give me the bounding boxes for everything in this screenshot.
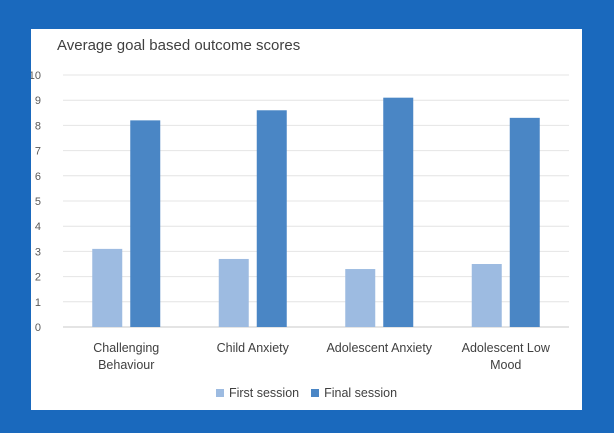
- x-category-label: Adolescent Low: [462, 341, 551, 355]
- chart-panel: Average goal based outcome scores 0 1 2 3 4 5…: [31, 29, 582, 410]
- x-category-label: Mood: [490, 358, 521, 372]
- y-tick-label: 10: [31, 70, 41, 82]
- y-tick-label: 9: [35, 95, 41, 107]
- bar-final-session: [256, 110, 287, 327]
- y-tick-label: 6: [35, 171, 41, 183]
- y-tick-label: 4: [35, 221, 41, 233]
- x-category-label: Behaviour: [98, 358, 154, 372]
- bar-first-session: [92, 248, 123, 327]
- bar-first-session: [345, 269, 376, 327]
- legend-label-first-session: First session: [228, 386, 300, 400]
- legend-swatch-final-session: [311, 389, 320, 397]
- chart-title: Average goal based outcome scores: [57, 37, 301, 54]
- y-tick-label: 2: [35, 272, 41, 284]
- legend-item-first-session: First session: [215, 386, 300, 400]
- legend-label-final-session: Final session: [324, 386, 398, 400]
- legend-item-final-session: Final session: [311, 386, 397, 400]
- bar-first-session: [471, 264, 502, 327]
- y-tick-label: 5: [35, 196, 41, 208]
- x-category-label: Adolescent Anxiety: [326, 341, 432, 355]
- x-category-label: Child Anxiety: [217, 341, 290, 355]
- bar-first-session: [218, 258, 249, 327]
- legend-swatch-first-session: [215, 389, 224, 397]
- bar-final-session: [383, 97, 414, 328]
- x-category-label: Challenging: [93, 341, 159, 355]
- y-tick-label: 0: [35, 322, 41, 334]
- bar-final-session: [509, 117, 540, 327]
- y-tick-label: 8: [35, 120, 41, 132]
- y-tick-label: 7: [35, 146, 41, 158]
- legend: First session Final session: [31, 386, 582, 400]
- y-tick-label: 3: [35, 246, 41, 258]
- bar-final-session: [130, 120, 161, 327]
- y-tick-label: 1: [35, 297, 41, 309]
- bar-chart: 0 1 2 3 4 5 6 7 8 9 10 Challenging Behaviour Child An…: [31, 70, 569, 372]
